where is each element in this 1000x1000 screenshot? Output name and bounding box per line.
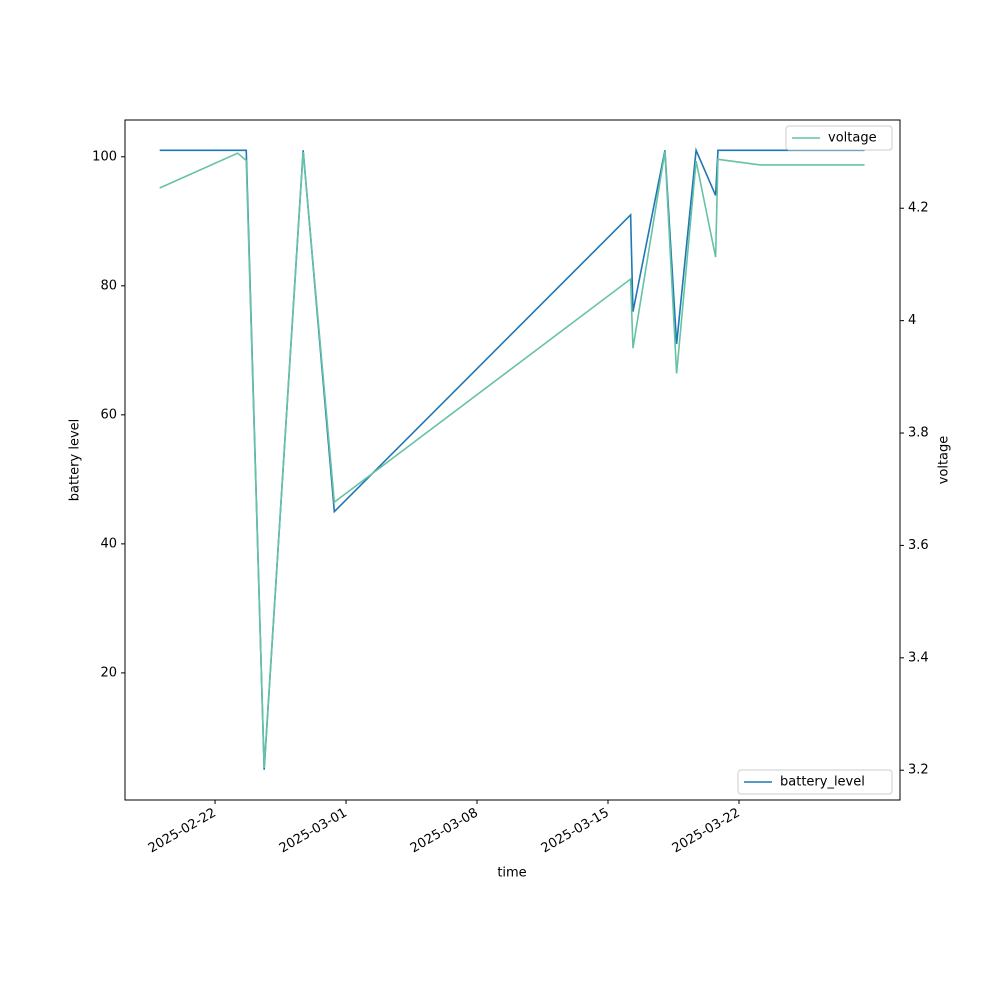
y2-tick-label: 4 bbox=[908, 313, 916, 328]
y2-tick-label: 4.2 bbox=[908, 201, 929, 216]
plot-frame bbox=[124, 119, 901, 801]
y-tick-label: 80 bbox=[100, 278, 117, 293]
line-series bbox=[159, 147, 865, 770]
legend-box bbox=[785, 125, 893, 151]
line-series bbox=[159, 151, 865, 769]
x-axis-label: time bbox=[497, 866, 526, 881]
legend-box bbox=[737, 769, 893, 795]
y2-tick-label: 3.8 bbox=[908, 426, 929, 441]
y2-tick-label: 3.4 bbox=[908, 650, 929, 665]
y-tick-label: 60 bbox=[100, 407, 117, 422]
y-axis-label: battery level bbox=[68, 419, 83, 502]
legend-label: battery_level bbox=[780, 775, 865, 790]
y-tick-label: 40 bbox=[100, 536, 117, 551]
y-tick-label: 100 bbox=[92, 149, 117, 164]
y2-tick-label: 3.2 bbox=[908, 763, 929, 778]
y2-axis-label: voltage bbox=[937, 436, 952, 485]
y-tick-label: 20 bbox=[100, 665, 117, 680]
legend-label: voltage bbox=[828, 131, 877, 146]
legend: voltage bbox=[785, 125, 893, 151]
legend: battery_level bbox=[737, 769, 893, 795]
y2-tick-label: 3.6 bbox=[908, 538, 929, 553]
